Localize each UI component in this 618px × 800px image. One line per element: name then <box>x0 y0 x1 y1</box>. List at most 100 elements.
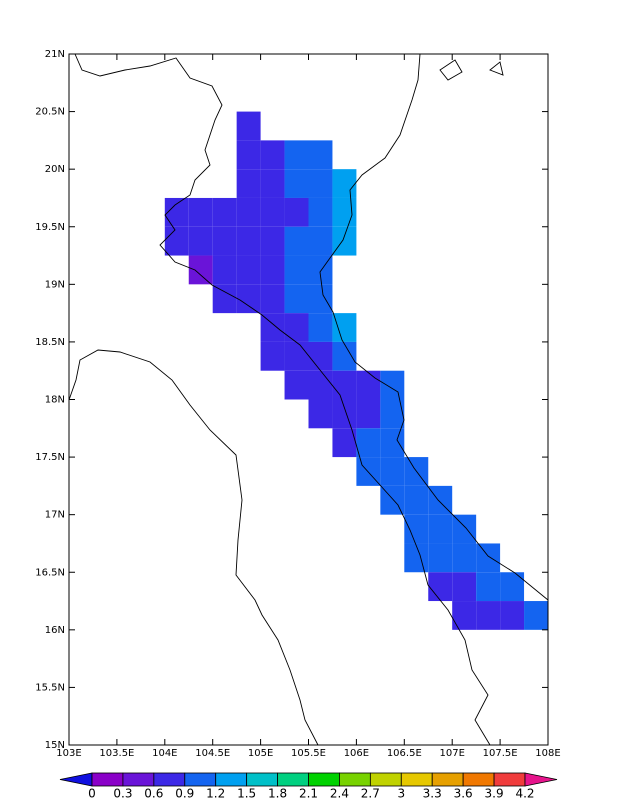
x-tick-label: 104E <box>152 748 177 759</box>
colorbar-box <box>122 772 155 787</box>
colorbar-box <box>215 772 248 787</box>
grid-cell <box>404 485 429 515</box>
y-tick-label: 16N <box>45 625 65 636</box>
grid-cell <box>212 284 237 314</box>
x-tick-label: 105.5E <box>291 748 326 759</box>
grid-cell <box>236 140 261 170</box>
grid-cell <box>404 514 429 544</box>
colorbar-box <box>339 772 371 787</box>
grid-cell <box>380 428 405 458</box>
grid-cell <box>260 255 285 285</box>
y-tick-label: 19N <box>45 279 65 290</box>
grid-cell <box>452 514 477 544</box>
colorbar-box <box>369 772 402 787</box>
colorbar-box <box>308 772 340 787</box>
grid-cell <box>236 226 261 256</box>
x-tick-label: 107.5E <box>483 748 518 759</box>
grid-cell <box>260 169 285 198</box>
colorbar-label: 3.6 <box>454 787 473 800</box>
axes: 103E 103.5E 104E 104.5E 105E 105.5E 106E 106.5E… <box>35 49 560 759</box>
grid-cell <box>428 572 453 602</box>
data-cells <box>164 111 548 630</box>
colorbar-box <box>184 772 217 787</box>
grid-cell <box>308 313 333 342</box>
grid-cell <box>452 543 477 573</box>
grid-cell <box>284 255 309 285</box>
y-tick-label: 17N <box>45 510 65 521</box>
colorbar-label: 0.9 <box>175 787 194 800</box>
colorbar-label: 1.2 <box>206 787 225 800</box>
grid-cell <box>212 197 237 227</box>
island <box>439 59 504 81</box>
grid-cell <box>212 226 237 256</box>
y-tick-label: 17.5N <box>35 452 65 463</box>
x-tick-label: 108E <box>535 748 560 759</box>
grid-cell <box>380 399 405 429</box>
grid-cell <box>332 226 357 256</box>
grid-cell <box>236 169 261 198</box>
x-tick-label: 103.5E <box>99 748 134 759</box>
border <box>74 53 491 746</box>
x-tick-label: 105E <box>248 748 273 759</box>
grid-cell <box>428 514 453 544</box>
colorbar-box <box>91 772 124 787</box>
y-tick-label: 15.5N <box>35 682 65 693</box>
grid-cell <box>332 169 357 198</box>
grid-cell <box>188 255 213 285</box>
colorbar-box <box>400 772 433 787</box>
grid-cell <box>356 399 381 429</box>
colorbar-label: 0.3 <box>113 787 132 800</box>
grid-cell <box>380 457 405 486</box>
grid-cell <box>308 284 333 314</box>
grid-cell <box>284 140 309 170</box>
colorbar-box <box>493 772 526 787</box>
grid-cell <box>260 341 285 371</box>
colorbar-box <box>277 772 309 787</box>
colorbar-box <box>462 772 495 787</box>
colorbar-label: 2.4 <box>330 787 349 800</box>
colorbar-label: 0.6 <box>144 787 163 800</box>
y-tick-label: 21N <box>45 49 65 60</box>
grid-cell <box>500 572 525 602</box>
colorbar-label: 3 <box>397 787 405 800</box>
x-tick-label: 103E <box>56 748 81 759</box>
grid-cell <box>308 370 333 400</box>
grid-cell <box>452 572 477 602</box>
y-tick-label: 20N <box>45 164 65 175</box>
grid-cell <box>452 601 477 630</box>
grid-cell <box>308 341 333 371</box>
grid-cell <box>308 197 333 227</box>
x-tick-label: 104.5E <box>195 748 230 759</box>
grid-cell <box>404 543 429 573</box>
grid-cell <box>284 169 309 198</box>
grid-cell <box>332 341 357 371</box>
colorbar-label: 3.3 <box>423 787 442 800</box>
grid-cell <box>332 313 357 342</box>
grid-cell <box>236 284 261 314</box>
colorbar: 0 0.3 0.6 0.9 1.2 1.5 1.8 2.1 2.4 2.7 3 3.3 3.6 3.9 4.… <box>59 772 558 800</box>
colorbar-box <box>153 772 186 787</box>
grid-cell <box>284 341 309 371</box>
grid-cell <box>284 284 309 314</box>
geography <box>68 53 549 746</box>
grid-cell <box>260 197 285 227</box>
grid-cell <box>332 428 357 458</box>
colorbar-under <box>59 772 93 787</box>
grid-cell <box>188 197 213 227</box>
grid-cell <box>284 370 309 400</box>
x-tick-label: 106E <box>344 748 369 759</box>
grid-cell <box>236 197 261 227</box>
grid-cell <box>260 284 285 314</box>
colorbar-box <box>246 772 278 787</box>
colorbar-label: 2.7 <box>361 787 380 800</box>
coastline <box>319 53 549 601</box>
colorbar-box <box>431 772 464 787</box>
colorbar-label: 4.2 <box>515 787 534 800</box>
grid-cell <box>308 169 333 198</box>
colorbar-label: 1.5 <box>237 787 256 800</box>
grid-cell <box>308 399 333 429</box>
grid-cell <box>284 313 309 342</box>
grid-cell <box>428 485 453 515</box>
grid-cell <box>356 370 381 400</box>
